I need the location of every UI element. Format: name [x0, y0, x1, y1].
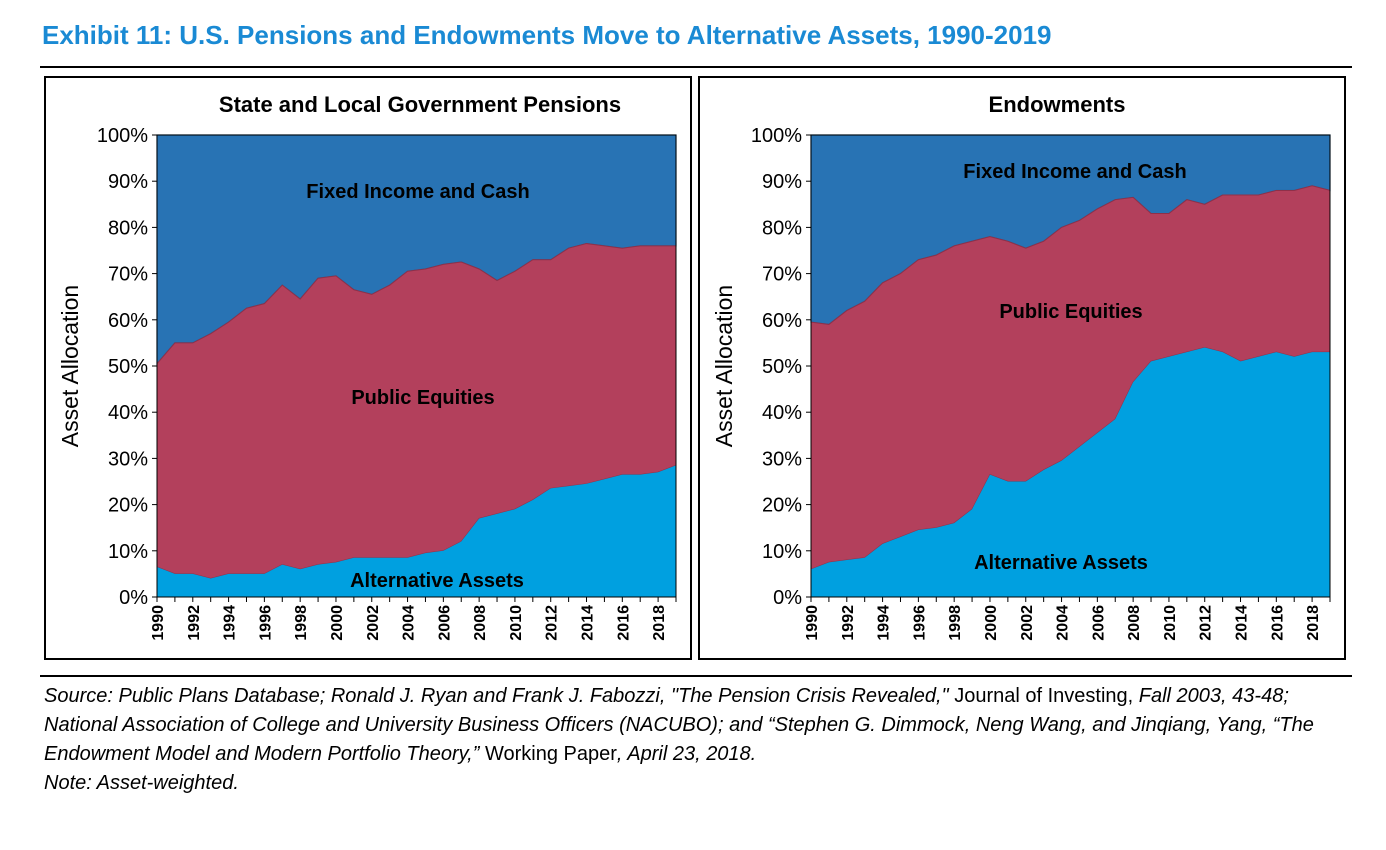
y-tick-label: 10%	[762, 541, 802, 563]
y-tick-label: 100%	[97, 125, 148, 147]
y-tick-label: 80%	[108, 217, 148, 239]
x-tick-label: 2000	[329, 605, 346, 641]
y-tick-label: 0%	[773, 587, 802, 609]
asset-weighted-note: Note: Asset-weighted.	[44, 772, 239, 794]
x-tick-label: 1996	[911, 605, 928, 641]
source-citation: Source: Public Plans Database; Ronald J.…	[44, 682, 1344, 769]
x-tick-label: 1994	[876, 605, 893, 641]
y-axis-label: Asset Allocation	[57, 285, 83, 447]
x-tick-label: 2004	[401, 605, 418, 641]
y-tick-label: 20%	[762, 495, 802, 517]
endowments-area-chart: 0% 10% 20% 30% 40% 50% 60% 70% 80% 90% 100% 1990 199…	[711, 92, 1331, 641]
x-tick-label: 2012	[544, 605, 561, 641]
x-tick-label: 2018	[1305, 605, 1322, 641]
x-tick-label: 1998	[947, 605, 964, 641]
source-text-1: Source: Public Plans Database; Ronald J.…	[44, 685, 955, 707]
top-rule	[40, 66, 1352, 68]
pensions-area-chart: 0% 10% 20% 30% 40% 50% 60% 70% 80% 90% 100% 1990 199…	[57, 92, 677, 641]
source-text-4: , April 23, 2018.	[616, 743, 757, 765]
label-public-equities: Public Equities	[999, 301, 1142, 323]
exhibit-title: Exhibit 11: U.S. Pensions and Endowments…	[42, 20, 1052, 50]
y-tick-label: 30%	[108, 448, 148, 470]
y-tick-label: 30%	[762, 448, 802, 470]
x-tick-label: 2018	[651, 605, 668, 641]
y-tick-label: 0%	[119, 587, 148, 609]
y-tick-label: 10%	[108, 541, 148, 563]
x-tick-label: 2006	[436, 605, 453, 641]
label-fixed-income: Fixed Income and Cash	[306, 181, 529, 203]
x-tick-label: 2016	[615, 605, 632, 641]
y-tick-label: 60%	[762, 310, 802, 332]
label-public-equities: Public Equities	[351, 387, 494, 409]
pensions-chart-panel: 0% 10% 20% 30% 40% 50% 60% 70% 80% 90% 100% 1990 199…	[44, 76, 692, 660]
x-tick-label: 1996	[257, 605, 274, 641]
source-working-paper: Working Paper	[484, 743, 617, 765]
bottom-rule	[40, 675, 1352, 677]
y-tick-label: 80%	[762, 217, 802, 239]
panel-title: State and Local Government Pensions	[219, 92, 621, 117]
x-tick-label: 1990	[150, 605, 167, 641]
x-tick-label: 1994	[222, 605, 239, 641]
x-tick-label: 2010	[508, 605, 525, 641]
x-tick-label: 2008	[1126, 605, 1143, 641]
y-tick-label: 90%	[108, 171, 148, 193]
source-text-3: Fall 2003, 43-48; National Association o…	[44, 685, 1314, 765]
x-tick-label: 2006	[1090, 605, 1107, 641]
y-tick-label: 40%	[762, 402, 802, 424]
y-tick-label: 90%	[762, 171, 802, 193]
x-tick-label: 2004	[1055, 605, 1072, 641]
source-text-2: Investing,	[1047, 685, 1134, 707]
x-tick-label: 2012	[1198, 605, 1215, 641]
y-tick-label: 70%	[108, 264, 148, 286]
source-journal: Journal of	[954, 685, 1043, 707]
y-tick-label: 60%	[108, 310, 148, 332]
area-alternative-assets	[811, 347, 1330, 597]
x-tick-label: 2008	[472, 605, 489, 641]
label-alternative-assets: Alternative Assets	[974, 552, 1148, 574]
area-alternative-assets	[157, 465, 676, 597]
x-tick-label: 2014	[1234, 605, 1251, 641]
y-tick-label: 40%	[108, 402, 148, 424]
x-tick-label: 2002	[1019, 605, 1036, 641]
x-tick-label: 2014	[580, 605, 597, 641]
x-tick-label: 2010	[1162, 605, 1179, 641]
x-tick-label: 2016	[1269, 605, 1286, 641]
x-tick-label: 2000	[983, 605, 1000, 641]
y-tick-label: 70%	[762, 264, 802, 286]
x-tick-label: 1992	[840, 605, 857, 641]
x-tick-label: 1992	[186, 605, 203, 641]
x-tick-label: 2002	[365, 605, 382, 641]
label-fixed-income: Fixed Income and Cash	[963, 161, 1186, 183]
y-tick-label: 100%	[751, 125, 802, 147]
source-note: Source: Public Plans Database; Ronald J.…	[44, 682, 1344, 798]
x-tick-label: 1990	[804, 605, 821, 641]
y-tick-label: 50%	[762, 356, 802, 378]
x-tick-label: 1998	[293, 605, 310, 641]
label-alternative-assets: Alternative Assets	[350, 570, 524, 592]
y-axis-label: Asset Allocation	[711, 285, 737, 447]
y-tick-label: 20%	[108, 495, 148, 517]
endowments-chart-panel: 0% 10% 20% 30% 40% 50% 60% 70% 80% 90% 100% 1990 199…	[698, 76, 1346, 660]
panel-title: Endowments	[989, 92, 1126, 117]
y-tick-label: 50%	[108, 356, 148, 378]
